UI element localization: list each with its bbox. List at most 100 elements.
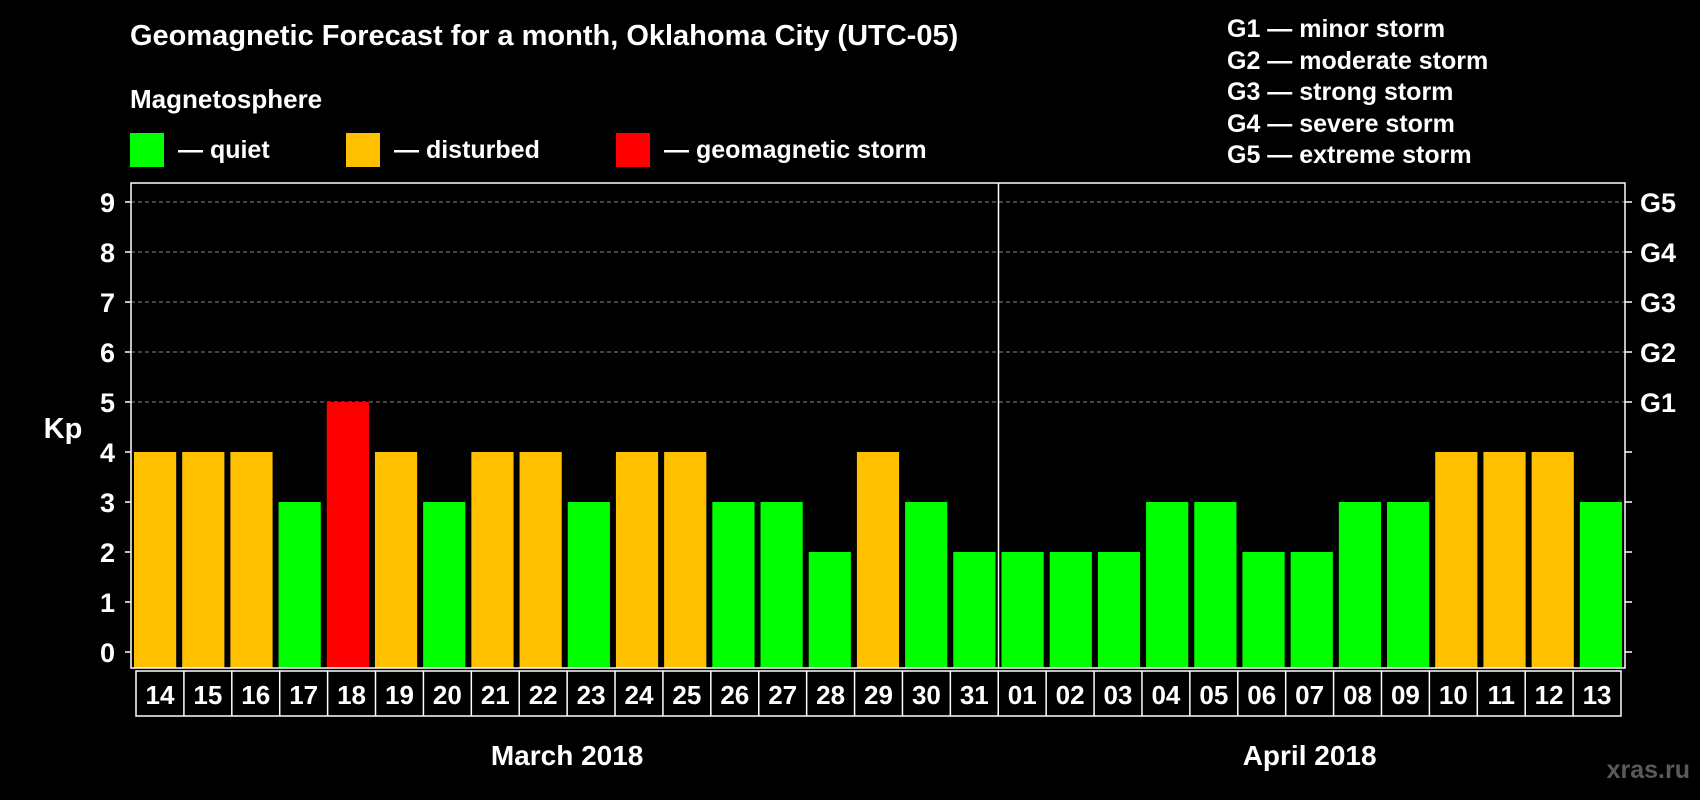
- month-label-april: April 2018: [1243, 740, 1377, 771]
- storm-level-g2: G2 — moderate storm: [1227, 46, 1489, 75]
- xtick-label-31: 31: [960, 680, 989, 710]
- storm-level-g5: G5 — extreme storm: [1227, 141, 1472, 169]
- watermark: xras.ru: [1606, 756, 1690, 784]
- ytick-label-8: 8: [100, 238, 115, 268]
- ytick-label-3: 3: [100, 488, 115, 518]
- bar-13: [1579, 502, 1622, 668]
- bar-09: [1387, 502, 1430, 668]
- bar-17: [278, 502, 321, 668]
- xtick-label-21: 21: [481, 680, 510, 710]
- xtick-label-19: 19: [385, 680, 414, 710]
- ytick-label-0: 0: [100, 638, 115, 668]
- storm-level-legend: G1 — minor storm G2 — moderate storm G3 …: [1227, 14, 1488, 172]
- legend-label-storm: — geomagnetic storm: [664, 135, 927, 164]
- xtick-label-30: 30: [912, 680, 941, 710]
- y-axis-label: Kp: [44, 413, 83, 445]
- bar-16: [230, 452, 273, 668]
- bar-02: [1049, 552, 1092, 668]
- bar-03: [1097, 552, 1141, 668]
- bar-07: [1290, 552, 1333, 668]
- xtick-label-26: 26: [720, 680, 749, 710]
- bar-12: [1531, 452, 1574, 668]
- ytick-label-5: 5: [100, 388, 115, 418]
- bar-24: [615, 452, 659, 668]
- bar-26: [712, 502, 755, 668]
- right-axis-label-g2: G2: [1640, 338, 1676, 368]
- bar-28: [808, 552, 851, 668]
- xtick-label-28: 28: [816, 680, 845, 710]
- right-axis-label-g1: G1: [1640, 388, 1676, 418]
- bar-30: [905, 502, 948, 668]
- xtick-label-09: 09: [1391, 680, 1420, 710]
- bar-08: [1338, 502, 1382, 668]
- legend-swatch-storm: [616, 133, 650, 167]
- ytick-label-4: 4: [100, 438, 115, 468]
- bar-29: [856, 452, 900, 668]
- xtick-label-02: 02: [1056, 680, 1085, 710]
- xtick-label-23: 23: [577, 680, 606, 710]
- xtick-label-22: 22: [529, 680, 558, 710]
- bar-27: [760, 502, 803, 668]
- bar-06: [1242, 552, 1285, 668]
- xtick-label-03: 03: [1104, 680, 1133, 710]
- bar-23: [567, 502, 610, 668]
- xtick-label-29: 29: [864, 680, 893, 710]
- bar-04: [1146, 502, 1189, 668]
- xtick-label-10: 10: [1439, 680, 1468, 710]
- xtick-label-18: 18: [337, 680, 366, 710]
- legend-label-quiet: — quiet: [178, 135, 270, 164]
- legend-item-storm: — geomagnetic storm: [616, 133, 927, 167]
- right-axis-label-g4: G4: [1640, 238, 1676, 268]
- bar-19: [374, 452, 418, 668]
- xtick-label-12: 12: [1535, 680, 1564, 710]
- storm-level-g4: G4 — severe storm: [1227, 109, 1455, 138]
- storm-level-g3: G3 — strong storm: [1227, 78, 1454, 106]
- ytick-label-1: 1: [100, 588, 115, 618]
- xtick-label-16: 16: [241, 680, 270, 710]
- xtick-label-08: 08: [1343, 680, 1372, 710]
- xtick-label-04: 04: [1151, 680, 1180, 710]
- bar-22: [519, 452, 562, 668]
- bar-18: [326, 402, 369, 668]
- xtick-label-17: 17: [289, 680, 318, 710]
- right-axis-label-g3: G3: [1640, 288, 1676, 318]
- legend-item-quiet: — quiet: [130, 133, 270, 167]
- xtick-label-27: 27: [768, 680, 797, 710]
- bar-31: [953, 552, 996, 668]
- storm-level-g1: G1 — minor storm: [1227, 15, 1446, 43]
- bar-01: [1001, 552, 1044, 668]
- bar-10: [1435, 452, 1478, 668]
- xtick-label-01: 01: [1008, 680, 1037, 710]
- xtick-label-07: 07: [1295, 680, 1324, 710]
- bar-15: [182, 452, 225, 668]
- legend-swatch-quiet: [130, 133, 164, 167]
- bar-25: [664, 452, 707, 668]
- bar-14: [134, 452, 177, 668]
- xtick-label-24: 24: [625, 680, 654, 710]
- xtick-label-15: 15: [193, 680, 222, 710]
- legend-label-disturbed: — disturbed: [394, 135, 540, 164]
- legend-title: Magnetosphere: [130, 84, 323, 114]
- chart-title: Geomagnetic Forecast for a month, Oklaho…: [130, 20, 959, 52]
- bar-21: [471, 452, 514, 668]
- right-axis-label-g5: G5: [1640, 188, 1676, 218]
- xtick-label-25: 25: [672, 680, 701, 710]
- ytick-label-7: 7: [100, 288, 115, 318]
- date-row: [135, 670, 1622, 717]
- xtick-label-11: 11: [1487, 680, 1515, 710]
- xtick-label-13: 13: [1583, 680, 1612, 710]
- ytick-label-9: 9: [100, 188, 115, 218]
- xtick-label-20: 20: [433, 680, 462, 710]
- bar-20: [423, 502, 466, 668]
- legend-item-disturbed: — disturbed: [346, 133, 540, 167]
- month-label-march: March 2018: [491, 740, 644, 771]
- xtick-label-06: 06: [1247, 680, 1276, 710]
- bar-05: [1194, 502, 1237, 668]
- ytick-label-6: 6: [100, 338, 115, 368]
- ytick-label-2: 2: [100, 538, 115, 568]
- xtick-label-05: 05: [1199, 680, 1228, 710]
- xtick-label-14: 14: [145, 680, 174, 710]
- plot-frame: [130, 182, 1626, 669]
- legend-swatch-disturbed: [346, 133, 380, 167]
